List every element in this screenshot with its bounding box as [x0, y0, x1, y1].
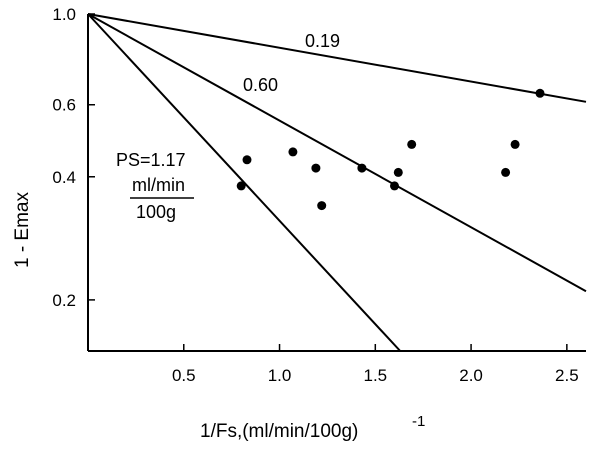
- x-axis-label-exponent: -1: [412, 413, 425, 430]
- data-point: [317, 201, 327, 211]
- data-point: [288, 147, 298, 157]
- y-axis-label: 1 - Emax: [12, 191, 33, 268]
- data-point: [393, 167, 403, 177]
- data-point: [510, 139, 520, 149]
- data-point: [535, 88, 545, 98]
- axes: 0.5 1.0 1.5 2.0 2.5 1.0 0.6 0.4 0.2: [52, 5, 586, 385]
- data-point: [357, 163, 367, 173]
- y-tick-label: 1.0: [52, 5, 76, 24]
- annotation-unit-denominator: 100g: [136, 202, 176, 222]
- data-point: [407, 139, 417, 149]
- x-tick-label: 2.0: [459, 366, 483, 385]
- data-point: [501, 167, 511, 177]
- curve-label-0.60: 0.60: [243, 75, 278, 95]
- curve-ps-0.19: [87, 13, 587, 103]
- x-tick-label: 1.0: [268, 366, 292, 385]
- curve-ps-0.6: [87, 13, 587, 293]
- data-point: [236, 181, 246, 191]
- data-point: [390, 181, 399, 191]
- x-tick-label: 2.5: [555, 366, 579, 385]
- annotation-unit-numerator: ml/min: [132, 175, 185, 195]
- curve-label-0.19: 0.19: [305, 31, 340, 51]
- y-tick-label: 0.6: [52, 96, 76, 115]
- curve-label-ps: PS=1.17: [116, 150, 186, 170]
- y-tick-label: 0.2: [52, 291, 76, 310]
- x-tick-label: 1.5: [363, 366, 387, 385]
- data-point: [311, 163, 321, 173]
- data-point: [242, 155, 252, 165]
- labels: 0.19 0.60 PS=1.17 ml/min 100g 1 - Emax 1…: [12, 31, 425, 442]
- x-axis-label: 1/Fs,(ml/min/100g): [200, 421, 358, 442]
- data-points: [236, 88, 545, 211]
- y-tick-label: 0.4: [52, 168, 76, 187]
- x-tick-label: 0.5: [172, 366, 196, 385]
